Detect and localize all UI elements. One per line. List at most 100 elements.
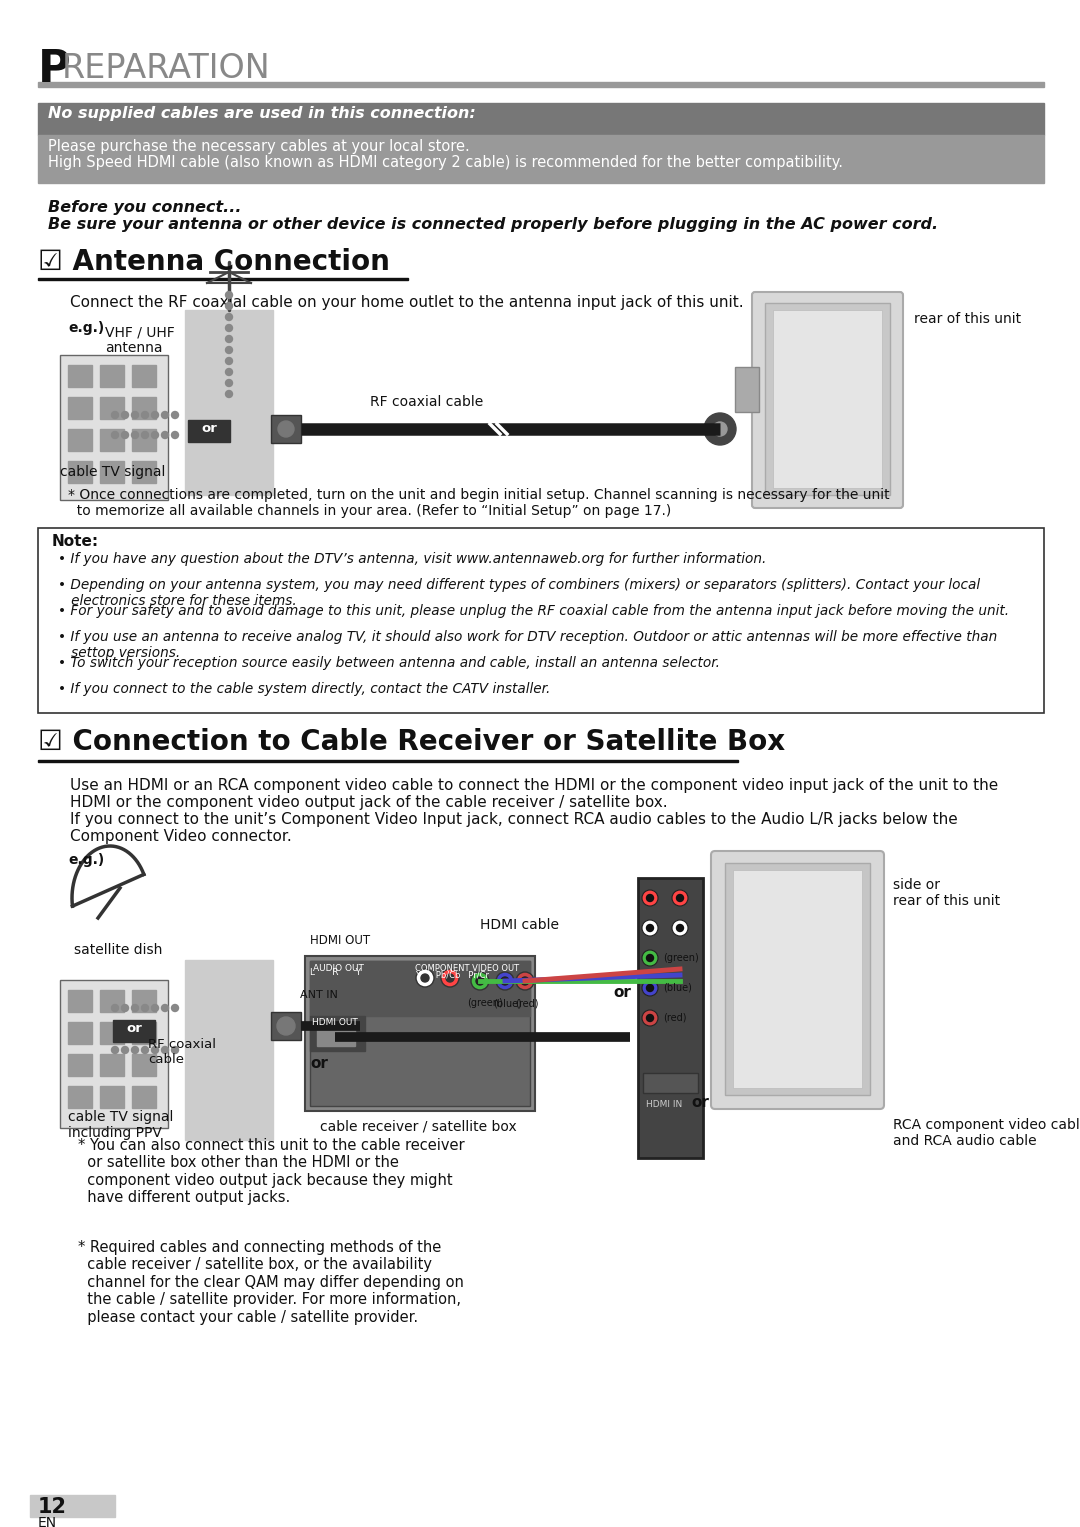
- Circle shape: [471, 973, 489, 989]
- Circle shape: [151, 432, 159, 438]
- Circle shape: [642, 919, 658, 936]
- Bar: [310, 1015, 365, 1051]
- Text: or: or: [613, 985, 631, 1000]
- Text: * You can also connect this unit to the cable receiver
  or satellite box other : * You can also connect this unit to the …: [78, 1138, 464, 1205]
- Circle shape: [476, 977, 484, 985]
- Text: High Speed HDMI cable (also known as HDMI category 2 cable) is recommended for t: High Speed HDMI cable (also known as HDM…: [48, 156, 843, 169]
- Circle shape: [446, 974, 454, 982]
- Bar: [132, 429, 156, 450]
- Text: * Required cables and connecting methods of the
  cable receiver / satellite box: * Required cables and connecting methods…: [78, 1240, 464, 1324]
- Circle shape: [226, 325, 232, 331]
- Circle shape: [642, 890, 658, 906]
- Circle shape: [226, 313, 232, 321]
- Text: 12: 12: [38, 1496, 67, 1516]
- Circle shape: [226, 347, 232, 353]
- Circle shape: [676, 924, 684, 931]
- Text: satellite dish: satellite dish: [75, 944, 162, 957]
- Text: cable TV signal
including PPV: cable TV signal including PPV: [68, 1110, 174, 1141]
- Circle shape: [521, 977, 529, 985]
- Text: Use an HDMI or an RCA component video cable to connect the HDMI or the component: Use an HDMI or an RCA component video ca…: [70, 777, 998, 793]
- Bar: [68, 429, 92, 450]
- Bar: [188, 420, 230, 441]
- Text: Note:: Note:: [52, 534, 99, 550]
- Text: VHF / UHF
antenna: VHF / UHF antenna: [105, 325, 175, 356]
- Circle shape: [672, 890, 688, 906]
- Bar: [132, 1054, 156, 1077]
- Circle shape: [172, 432, 178, 438]
- Bar: [185, 310, 273, 495]
- Text: EN: EN: [38, 1516, 57, 1527]
- Text: (blue): (blue): [492, 999, 522, 1008]
- Circle shape: [647, 1014, 653, 1022]
- Text: P: P: [38, 47, 71, 92]
- Text: (green): (green): [663, 953, 699, 964]
- Text: RCA component video cable
and RCA audio cable: RCA component video cable and RCA audio …: [893, 1118, 1080, 1148]
- Circle shape: [501, 977, 509, 985]
- Circle shape: [132, 432, 138, 438]
- Bar: [100, 365, 124, 386]
- Text: ☑ Connection to Cable Receiver or Satellite Box: ☑ Connection to Cable Receiver or Satell…: [38, 728, 785, 756]
- Circle shape: [642, 980, 658, 996]
- Text: • If you have any question about the DTV’s antenna, visit www.antennaweb.org for: • If you have any question about the DTV…: [58, 551, 767, 567]
- Circle shape: [141, 1005, 149, 1011]
- Bar: [132, 365, 156, 386]
- Circle shape: [647, 924, 653, 931]
- Text: * Once connections are completed, turn on the unit and begin initial setup. Chan: * Once connections are completed, turn o…: [68, 489, 890, 518]
- Circle shape: [276, 1017, 295, 1035]
- Bar: [38, 760, 738, 762]
- Bar: [733, 870, 862, 1089]
- Text: If you connect to the unit’s Component Video Input jack, connect RCA audio cable: If you connect to the unit’s Component V…: [70, 812, 958, 828]
- Bar: [100, 1086, 124, 1109]
- Text: Y      Pb/Cb   Pr/Cr: Y Pb/Cb Pr/Cr: [415, 970, 489, 979]
- Text: HDMI OUT: HDMI OUT: [312, 1019, 357, 1028]
- Text: side or
rear of this unit: side or rear of this unit: [893, 878, 1000, 909]
- Circle shape: [172, 411, 178, 418]
- Circle shape: [172, 1005, 178, 1011]
- Circle shape: [151, 411, 159, 418]
- Text: REPARATION: REPARATION: [62, 52, 271, 86]
- Bar: [132, 989, 156, 1012]
- Circle shape: [226, 336, 232, 342]
- Text: or: or: [201, 421, 217, 435]
- Bar: [643, 1073, 698, 1093]
- Circle shape: [226, 391, 232, 397]
- Circle shape: [421, 974, 429, 982]
- Circle shape: [642, 1009, 658, 1026]
- Circle shape: [172, 1046, 178, 1054]
- Circle shape: [111, 411, 119, 418]
- Circle shape: [226, 292, 232, 298]
- Bar: [132, 397, 156, 418]
- Text: No supplied cables are used in this connection:: No supplied cables are used in this conn…: [48, 105, 476, 121]
- Text: ANT IN: ANT IN: [300, 989, 338, 1000]
- Bar: [185, 960, 273, 1141]
- Text: HDMI IN: HDMI IN: [646, 1099, 683, 1109]
- Bar: [68, 1086, 92, 1109]
- Circle shape: [647, 985, 653, 991]
- Circle shape: [496, 973, 514, 989]
- Text: (green): (green): [467, 999, 503, 1008]
- Bar: [68, 1054, 92, 1077]
- Circle shape: [672, 919, 688, 936]
- Text: L      R      Y: L R Y: [310, 968, 361, 977]
- Text: HDMI cable: HDMI cable: [480, 918, 559, 931]
- Circle shape: [226, 357, 232, 365]
- Bar: [60, 980, 168, 1128]
- Text: ☑ Antenna Connection: ☑ Antenna Connection: [38, 247, 390, 276]
- Circle shape: [676, 895, 684, 901]
- Text: rear of this unit: rear of this unit: [914, 312, 1021, 325]
- Text: (blue): (blue): [663, 983, 692, 993]
- Circle shape: [162, 1046, 168, 1054]
- Bar: [310, 960, 530, 1015]
- Bar: [100, 429, 124, 450]
- Bar: [100, 397, 124, 418]
- Bar: [132, 1086, 156, 1109]
- Text: • If you use an antenna to receive analog TV, it should also work for DTV recept: • If you use an antenna to receive analo…: [58, 631, 997, 660]
- FancyBboxPatch shape: [752, 292, 903, 508]
- Bar: [735, 366, 759, 412]
- Circle shape: [162, 432, 168, 438]
- Text: Be sure your antenna or other device is connected properly before plugging in th: Be sure your antenna or other device is …: [48, 217, 939, 232]
- Bar: [271, 415, 301, 443]
- Bar: [113, 1020, 156, 1041]
- Text: AUDIO OUT: AUDIO OUT: [313, 964, 364, 973]
- Text: • For your safety and to avoid damage to this unit, please unplug the RF coaxial: • For your safety and to avoid damage to…: [58, 605, 1009, 618]
